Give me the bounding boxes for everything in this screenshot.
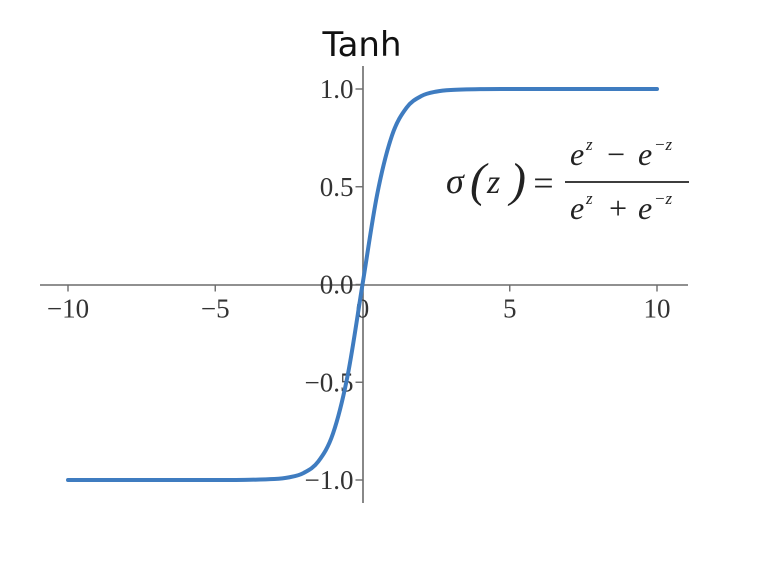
formula-denominator-e2: e xyxy=(638,190,652,226)
formula-open-paren: ( xyxy=(470,154,489,207)
formula-equals: = xyxy=(531,163,555,203)
formula-close-paren: ) xyxy=(507,154,526,207)
x-tick-label: −5 xyxy=(201,294,230,324)
y-tick-label: 0.0 xyxy=(320,270,354,300)
x-tick-label: 5 xyxy=(503,294,517,324)
formula-numerator-e2-exponent: −z xyxy=(654,135,672,154)
x-tick-label: −10 xyxy=(47,294,89,324)
formula-denominator-e1: e xyxy=(570,190,584,226)
formula-denominator-e2-exponent: −z xyxy=(654,189,672,208)
tanh-curve xyxy=(66,87,659,482)
formula-denominator-operator: + xyxy=(607,190,629,226)
formula-annotation: σ ( z ) = e z − e −z e z + e −z xyxy=(446,135,689,226)
chart-title: Tanh xyxy=(321,25,401,65)
x-tick-label: 10 xyxy=(644,294,671,324)
formula-denominator-e1-exponent: z xyxy=(585,189,593,208)
formula-numerator-operator: − xyxy=(605,136,627,172)
y-tick-group: −1.0−0.50.00.51.0 xyxy=(305,74,363,495)
formula-sigma: σ xyxy=(446,161,465,201)
formula-numerator-e1-exponent: z xyxy=(585,135,593,154)
x-tick-group: −10 −5 0 5 10 xyxy=(47,284,671,324)
y-tick-label: 0.5 xyxy=(320,172,354,202)
y-tick-label: 1.0 xyxy=(320,74,354,104)
formula-numerator-e2: e xyxy=(638,136,652,172)
formula-numerator-e1: e xyxy=(570,136,584,172)
y-tick-label: −1.0 xyxy=(305,465,354,495)
formula-variable: z xyxy=(486,164,500,201)
